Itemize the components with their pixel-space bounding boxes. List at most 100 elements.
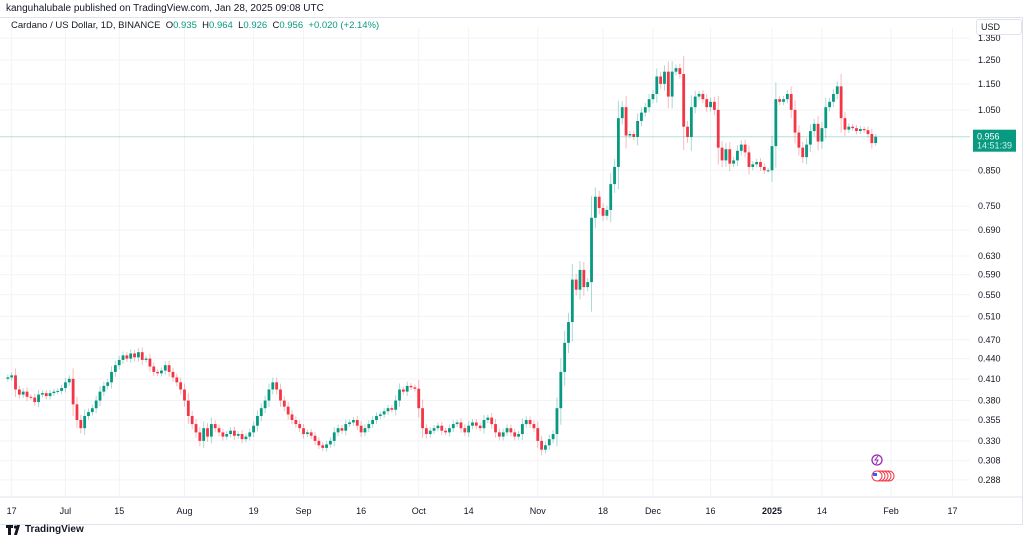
candle-body — [617, 118, 620, 167]
price-tick-label: 1.050 — [978, 105, 1001, 115]
candle-body — [213, 424, 217, 429]
candle-body — [513, 432, 517, 437]
candle-body — [313, 435, 317, 441]
candle-body — [590, 217, 593, 283]
candle-body — [632, 134, 636, 137]
candle-body — [233, 430, 236, 436]
chart-frame — [0, 17, 1023, 525]
candle-body — [832, 93, 835, 102]
candle-body — [736, 150, 739, 161]
candle-body — [67, 378, 71, 383]
candle-body — [221, 432, 225, 437]
candle-body — [728, 149, 732, 164]
candle-body — [152, 366, 156, 372]
candle-body — [336, 428, 340, 433]
candle-body — [459, 422, 463, 429]
candle-body — [793, 109, 797, 133]
candle-body — [597, 196, 601, 209]
candle-body — [10, 375, 14, 378]
candle-body — [52, 391, 56, 394]
candle-body — [98, 391, 102, 401]
candle-body — [824, 107, 828, 129]
candle-body — [770, 146, 774, 171]
candle-body — [743, 144, 747, 153]
candle-body — [64, 382, 67, 389]
candle-body — [279, 389, 282, 401]
candle-body — [305, 432, 309, 435]
candle-body — [521, 424, 524, 435]
candle-body — [309, 432, 313, 436]
candle-body — [398, 389, 401, 401]
candle-body — [167, 365, 171, 372]
candle-body — [739, 144, 743, 151]
candle-body — [198, 432, 202, 441]
candle-body — [801, 147, 805, 158]
candle-body — [117, 359, 121, 366]
high-label: H — [202, 20, 210, 31]
time-tick-label: Nov — [530, 506, 547, 516]
time-tick-label: Jul — [60, 506, 72, 516]
candle-body — [762, 166, 766, 171]
candle-body — [209, 424, 213, 437]
tradingview-logo[interactable]: TradingView — [6, 524, 84, 535]
candle-body — [405, 385, 409, 392]
candle-body — [797, 132, 801, 148]
candle-body — [678, 68, 682, 75]
candle-body — [33, 397, 37, 403]
candle-body — [37, 394, 40, 403]
candle-body — [436, 425, 440, 429]
candle-body — [256, 416, 259, 426]
candle-body — [851, 126, 855, 129]
close-label: C — [272, 20, 280, 31]
candle-body — [56, 390, 60, 392]
candle-body — [448, 428, 451, 433]
price-tick-label: 0.308 — [978, 456, 1001, 466]
candle-body — [467, 425, 471, 433]
candle-body — [113, 365, 117, 372]
price-tick-label: 0.330 — [978, 436, 1001, 446]
candle-body — [697, 93, 701, 97]
candle-body — [106, 382, 110, 386]
candle-body — [486, 417, 490, 421]
candle-body — [636, 120, 639, 137]
time-tick-label: 18 — [598, 506, 608, 516]
candle-body — [321, 445, 325, 448]
candle-body — [866, 130, 870, 135]
candle-body — [620, 107, 624, 119]
candle-body — [640, 112, 643, 121]
change-value: +0.020 (+2.14%) — [308, 20, 380, 31]
close-value: 0.956 — [279, 20, 304, 31]
candle-body — [613, 166, 616, 185]
candle-body — [294, 420, 298, 425]
candle-body — [655, 76, 659, 94]
currency-button[interactable]: USD — [976, 19, 1022, 35]
candle-body — [240, 434, 244, 440]
time-tick-label: 17 — [7, 506, 17, 516]
candle-body — [83, 416, 87, 429]
candle-body — [275, 382, 279, 390]
candle-body — [574, 279, 578, 290]
candle-body — [601, 208, 605, 216]
event-lightning-icon — [871, 454, 883, 466]
candle-body — [705, 99, 709, 108]
time-tick-label: 14 — [464, 506, 474, 516]
candle-body — [444, 430, 447, 433]
candle-body — [674, 68, 678, 72]
candle-body — [782, 99, 785, 102]
candle-body — [686, 126, 689, 137]
candle-body — [628, 134, 632, 136]
candle-body — [90, 408, 94, 413]
candle-body — [348, 422, 351, 425]
candle-body — [386, 408, 390, 412]
candle-body — [48, 393, 52, 397]
candle-body — [102, 385, 106, 392]
candle-body — [747, 152, 751, 167]
time-tick-label: 19 — [249, 506, 259, 516]
candle-body — [789, 93, 793, 110]
candle-body — [332, 432, 336, 441]
last-price-badge — [973, 129, 1016, 152]
candle-body — [79, 420, 83, 429]
candle-body — [593, 196, 597, 218]
candle-body — [171, 371, 175, 378]
